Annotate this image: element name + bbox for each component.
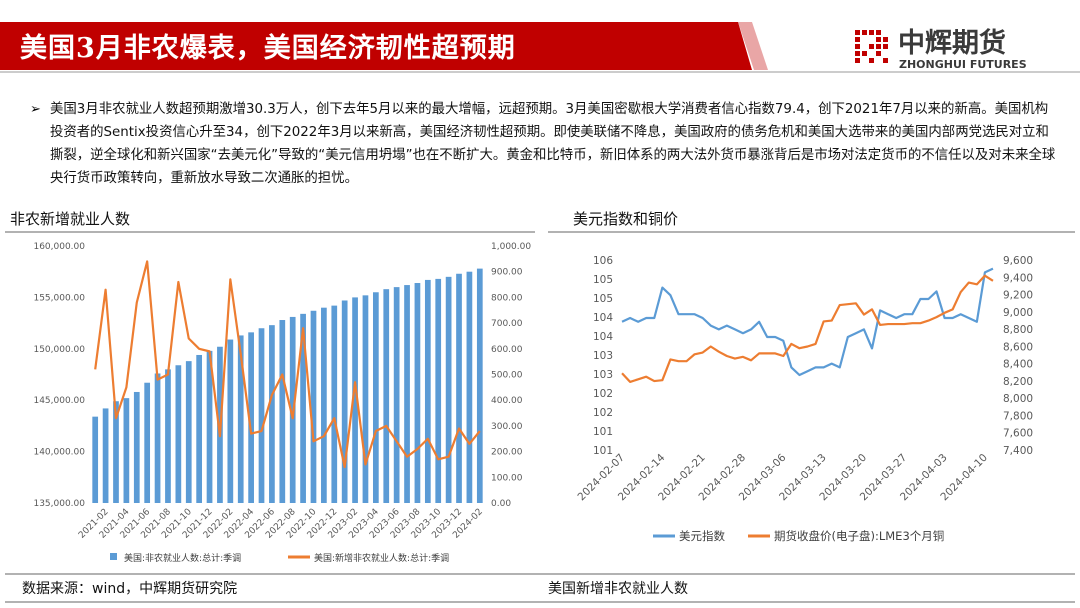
bar <box>154 373 161 503</box>
chart-title: 非农新增就业人数 <box>10 210 130 228</box>
y2-tick-label: 8,800 <box>1003 324 1033 336</box>
y2-tick-label: 9,400 <box>1003 272 1033 284</box>
bar <box>341 300 348 503</box>
bar <box>258 328 265 503</box>
legend-label: 美国:新增非农就业人数:总计:季调 <box>314 552 449 564</box>
y-tick-label: 102 <box>593 407 613 419</box>
legend-swatch <box>110 553 117 560</box>
y2-tick-label: 7,400 <box>1003 445 1033 457</box>
bar <box>165 369 171 503</box>
y-tick-label: 102 <box>593 388 613 400</box>
y-tick-label: 140,000.00 <box>33 448 85 458</box>
bar <box>206 350 213 503</box>
y2-tick-label: 0.00 <box>491 499 511 509</box>
bar <box>362 295 369 503</box>
y-tick-label: 150,000.00 <box>33 345 85 355</box>
bar <box>279 320 286 503</box>
banner-stripe <box>738 22 768 70</box>
bar <box>300 313 306 503</box>
bullet: ➢ <box>30 102 41 117</box>
y-tick-label: 135,000.00 <box>33 499 85 509</box>
y-tick-label: 104 <box>593 331 613 343</box>
bar <box>372 292 379 503</box>
bar <box>248 332 254 503</box>
y2-tick-label: 8,000 <box>1003 393 1033 405</box>
footer-note: 美国新增非农就业人数 <box>548 581 688 597</box>
y2-tick-label: 9,200 <box>1003 290 1033 302</box>
y-tick-label: 105 <box>593 274 613 286</box>
source-note: 数据来源：wind，中辉期货研究院 <box>22 581 238 597</box>
bar <box>476 268 483 503</box>
line <box>621 274 994 384</box>
bar <box>404 285 410 503</box>
page-title: 美国3月非农爆表，美国经济韧性超预期 <box>20 33 516 64</box>
y-tick-label: 101 <box>593 426 613 438</box>
bar <box>352 297 358 503</box>
y-tick-label: 106 <box>593 255 613 267</box>
y2-tick-label: 200.00 <box>491 448 523 458</box>
bar <box>144 382 151 503</box>
bar <box>269 325 275 503</box>
legend-label: 美国:非农就业人数:总计:季调 <box>124 552 241 564</box>
bar <box>123 398 130 503</box>
bar <box>92 416 99 503</box>
bar <box>133 391 140 503</box>
y-tick-label: 155,000.00 <box>33 293 85 303</box>
bar <box>227 339 234 503</box>
y-tick-label: 103 <box>593 350 613 362</box>
y2-tick-label: 900.00 <box>491 268 523 278</box>
line <box>94 260 481 469</box>
y-tick-label: 101 <box>593 445 613 457</box>
bar <box>196 354 203 503</box>
bar <box>310 310 317 503</box>
bar <box>466 271 473 503</box>
body-text: 美国3月非农就业人数超预期激增30.3万人，创下去年5月以来的最大增幅，远超预期… <box>50 102 1056 186</box>
bar <box>321 307 327 503</box>
bar <box>331 305 338 503</box>
logo-icon <box>855 30 888 63</box>
legend-label: 期货收盘价(电子盘):LME3个月铜 <box>774 529 944 543</box>
y-tick-label: 105 <box>593 293 613 305</box>
bar <box>175 365 182 503</box>
bar <box>383 289 390 503</box>
y2-tick-label: 100.00 <box>491 473 523 483</box>
bar <box>102 408 109 503</box>
y2-tick-label: 1,000.00 <box>491 242 531 252</box>
bar <box>113 401 119 503</box>
y2-tick-label: 8,200 <box>1003 376 1033 388</box>
bar <box>424 279 431 503</box>
logo-en: ZHONGHUI FUTURES <box>899 58 1027 71</box>
bar <box>185 361 192 503</box>
y2-tick-label: 800.00 <box>491 293 523 303</box>
y2-tick-label: 9,000 <box>1003 307 1033 319</box>
y2-tick-label: 8,600 <box>1003 341 1033 353</box>
bar <box>414 283 421 503</box>
bar <box>393 287 400 503</box>
chart-title: 美元指数和铜价 <box>573 210 678 228</box>
line <box>621 267 994 377</box>
y2-tick-label: 7,800 <box>1003 410 1033 422</box>
logo-cn: 中辉期货 <box>898 27 1006 59</box>
y2-tick-label: 600.00 <box>491 345 523 355</box>
bar <box>435 278 442 503</box>
y2-tick-label: 7,600 <box>1003 428 1033 440</box>
y2-tick-label: 9,600 <box>1003 255 1033 267</box>
y2-tick-label: 400.00 <box>491 396 523 406</box>
y-tick-label: 160,000.00 <box>33 242 85 252</box>
bar <box>456 273 462 503</box>
title-banner <box>0 22 752 70</box>
y2-tick-label: 300.00 <box>491 422 523 432</box>
bar <box>445 276 452 503</box>
y-tick-label: 103 <box>593 369 613 381</box>
y2-tick-label: 8,400 <box>1003 359 1033 371</box>
y2-tick-label: 700.00 <box>491 319 523 329</box>
bar <box>237 335 244 503</box>
y-tick-label: 145,000.00 <box>33 396 85 406</box>
y2-tick-label: 500.00 <box>491 371 523 381</box>
legend-label: 美元指数 <box>679 529 725 543</box>
y-tick-label: 104 <box>593 312 613 324</box>
